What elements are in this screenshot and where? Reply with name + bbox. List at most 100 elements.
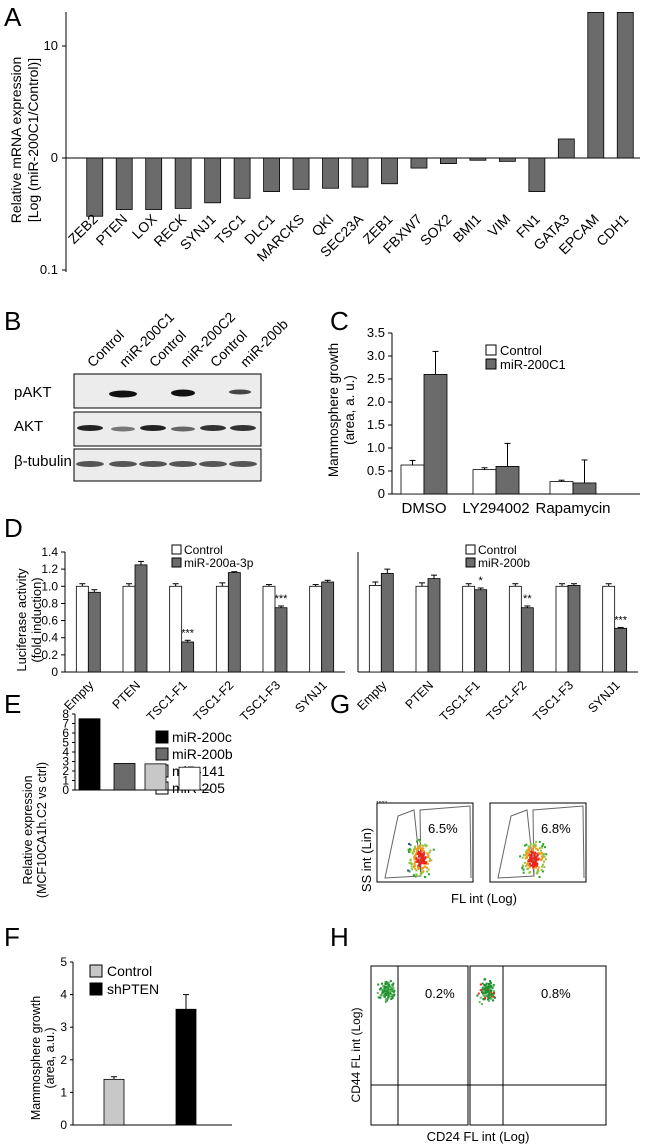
panel-h-event-0-87 bbox=[385, 988, 388, 991]
panel-g-event-0-19 bbox=[410, 863, 413, 866]
panel-a-xtick-label-bmi1: BMI1 bbox=[450, 211, 485, 246]
panel-h-event-1-93 bbox=[492, 985, 495, 988]
panel-c-ytick-label-1: 0.5 bbox=[367, 463, 385, 478]
panel-d1-legend-swatch-mir bbox=[171, 557, 182, 568]
panel-h-event-1-108 bbox=[479, 983, 482, 986]
panel-g-event-0-99 bbox=[415, 873, 418, 876]
panel-g-event-0-163 bbox=[408, 843, 411, 846]
panel-g-event-0-112 bbox=[415, 869, 418, 872]
panel-h-event-0-64 bbox=[385, 981, 388, 984]
panel-h-event-1-87 bbox=[478, 1001, 481, 1004]
panel-h-event-1-49 bbox=[488, 991, 491, 994]
panel-h-event-1-83 bbox=[487, 997, 490, 1000]
panel-h-event-1-29 bbox=[481, 992, 484, 995]
panel-a-bar-fbxw7 bbox=[410, 157, 428, 169]
panel-g-event-0-162 bbox=[409, 862, 412, 865]
panel-b-western-blot: ControlmiR-200C1ControlmiR-200C2Controlm… bbox=[14, 309, 291, 482]
panel-a-ytick-label-1: 0 bbox=[51, 150, 58, 165]
panel-c-ytick-label-5: 2.5 bbox=[367, 371, 385, 386]
panel-f-chart: Mammosphere growth (area, a.u.) Control … bbox=[29, 955, 232, 1132]
panel-g-event-0-165 bbox=[425, 866, 428, 869]
panel-g-event-0-82 bbox=[426, 852, 429, 855]
panel-a-bar-bmi1 bbox=[469, 157, 487, 161]
panel-g-event-0-132 bbox=[427, 856, 430, 859]
panel-h-event-1-28 bbox=[491, 986, 494, 989]
panel-h-event-1-24 bbox=[486, 993, 489, 996]
panel-g-event-0-160 bbox=[411, 868, 414, 871]
panel-h-event-1-44 bbox=[488, 997, 491, 1000]
panel-h-event-0-82 bbox=[393, 993, 396, 996]
panel-a-bar-tsc1 bbox=[233, 157, 251, 199]
panel-d2-legend-control: Control bbox=[478, 543, 517, 557]
panel-h-event-0-36 bbox=[392, 987, 395, 990]
panel-g-event-1-77 bbox=[539, 852, 542, 855]
panel-h-event-1-107 bbox=[488, 986, 491, 989]
panel-h-event-1-82 bbox=[486, 987, 489, 990]
panel-h-quadrant-right-percent: 0.8% bbox=[541, 986, 571, 1001]
panel-g-event-1-62 bbox=[538, 858, 541, 861]
panel-f-ytick-label-4: 4 bbox=[60, 988, 67, 1002]
panel-g-event-0-166 bbox=[423, 861, 426, 864]
panel-g-event-1-60 bbox=[521, 867, 524, 870]
panel-h-event-0-105 bbox=[389, 986, 392, 989]
panel-g-gate-right-box bbox=[532, 805, 585, 879]
panel-a-chart: Relative mRNA expression [Log (miR-200C1… bbox=[8, 11, 640, 277]
panel-g-event-1-95 bbox=[540, 858, 543, 861]
panel-h-event-0-79 bbox=[386, 987, 389, 990]
panel-h-quadrant-left-percent: 0.2% bbox=[425, 986, 455, 1001]
panel-a-bar-synj1 bbox=[204, 157, 222, 204]
panel-c-ytick-label-4: 2.0 bbox=[367, 394, 385, 409]
panel-letter-d: D bbox=[4, 513, 23, 543]
panel-g-event-1-9 bbox=[538, 876, 541, 878]
panel-h-event-0-108 bbox=[387, 981, 390, 984]
panel-d2-legend-swatch-mir bbox=[465, 557, 476, 568]
panel-h-event-1-99 bbox=[484, 997, 487, 1000]
panel-h-event-1-6 bbox=[493, 990, 496, 993]
blot-strip-akt bbox=[73, 411, 262, 447]
panel-g-event-0-52 bbox=[415, 851, 418, 854]
panel-g-event-0-124 bbox=[419, 873, 422, 876]
panel-a-ylabel-line2: [Log (miR-200C1/Control)] bbox=[25, 58, 41, 222]
panel-d-ylabel-line2: (fold induction) bbox=[29, 577, 44, 662]
panel-g-event-1-73 bbox=[525, 853, 528, 856]
panel-a-bar-zeb2 bbox=[86, 157, 104, 217]
panel-d2-bar-tsc1-f2-1 bbox=[520, 607, 534, 673]
panel-g-event-0-47 bbox=[418, 862, 421, 865]
panel-d-ylabel-line1: Luciferase activity bbox=[14, 568, 29, 672]
panel-h-event-0-81 bbox=[376, 991, 379, 994]
panel-d1-xtick-label-synj1: SYNJ1 bbox=[292, 678, 329, 715]
panel-e-bar-mir-200b bbox=[113, 763, 136, 791]
panel-h-event-0-96 bbox=[384, 998, 387, 1001]
panel-g-event-1-109 bbox=[527, 848, 530, 851]
panel-g-event-1-27 bbox=[528, 865, 531, 868]
panel-g-event-1-50 bbox=[523, 854, 526, 857]
panel-h-event-1-46 bbox=[492, 999, 495, 1002]
panel-d2-legend-mir: miR-200b bbox=[478, 556, 530, 570]
panel-g-event-1-128 bbox=[529, 854, 532, 857]
panel-h-event-1-70 bbox=[490, 994, 493, 997]
panel-d1-bar-tsc1-f2-0 bbox=[215, 585, 229, 673]
panel-e-ytick-label-2: 2 bbox=[62, 764, 69, 778]
panel-h-event-0-104 bbox=[387, 994, 390, 997]
panel-a-bar-cdh1 bbox=[616, 11, 634, 159]
panel-g-event-1-133 bbox=[532, 866, 535, 869]
panel-g-event-0-68 bbox=[415, 857, 418, 860]
panel-a-ylabel-line1: Relative mRNA expression bbox=[8, 57, 24, 224]
blot-label-pakt: pAKT bbox=[14, 384, 52, 401]
panel-g-event-0-113 bbox=[421, 861, 424, 864]
panel-d1-legend-control: Control bbox=[184, 543, 223, 557]
panel-g-event-1-67 bbox=[521, 856, 524, 859]
panel-g-event-0-13 bbox=[424, 845, 427, 848]
panel-g-event-0-77 bbox=[409, 850, 412, 853]
panel-g-event-0-128 bbox=[429, 849, 432, 852]
panel-e-bar-mir-205 bbox=[178, 766, 201, 791]
panel-g-event-0-28 bbox=[428, 859, 431, 862]
panel-c-ylabel-line1: Mammosphere growth bbox=[326, 343, 341, 477]
panel-h-event-1-79 bbox=[488, 983, 491, 986]
panel-e-ytick-label-0: 0 bbox=[62, 783, 69, 797]
panel-h-event-1-101 bbox=[484, 986, 487, 989]
panel-d2-xtick-label-tsc1-f3: TSC1-F3 bbox=[530, 678, 576, 724]
panel-g-event-0-105 bbox=[419, 853, 422, 856]
panel-h-event-1-51 bbox=[492, 994, 495, 997]
